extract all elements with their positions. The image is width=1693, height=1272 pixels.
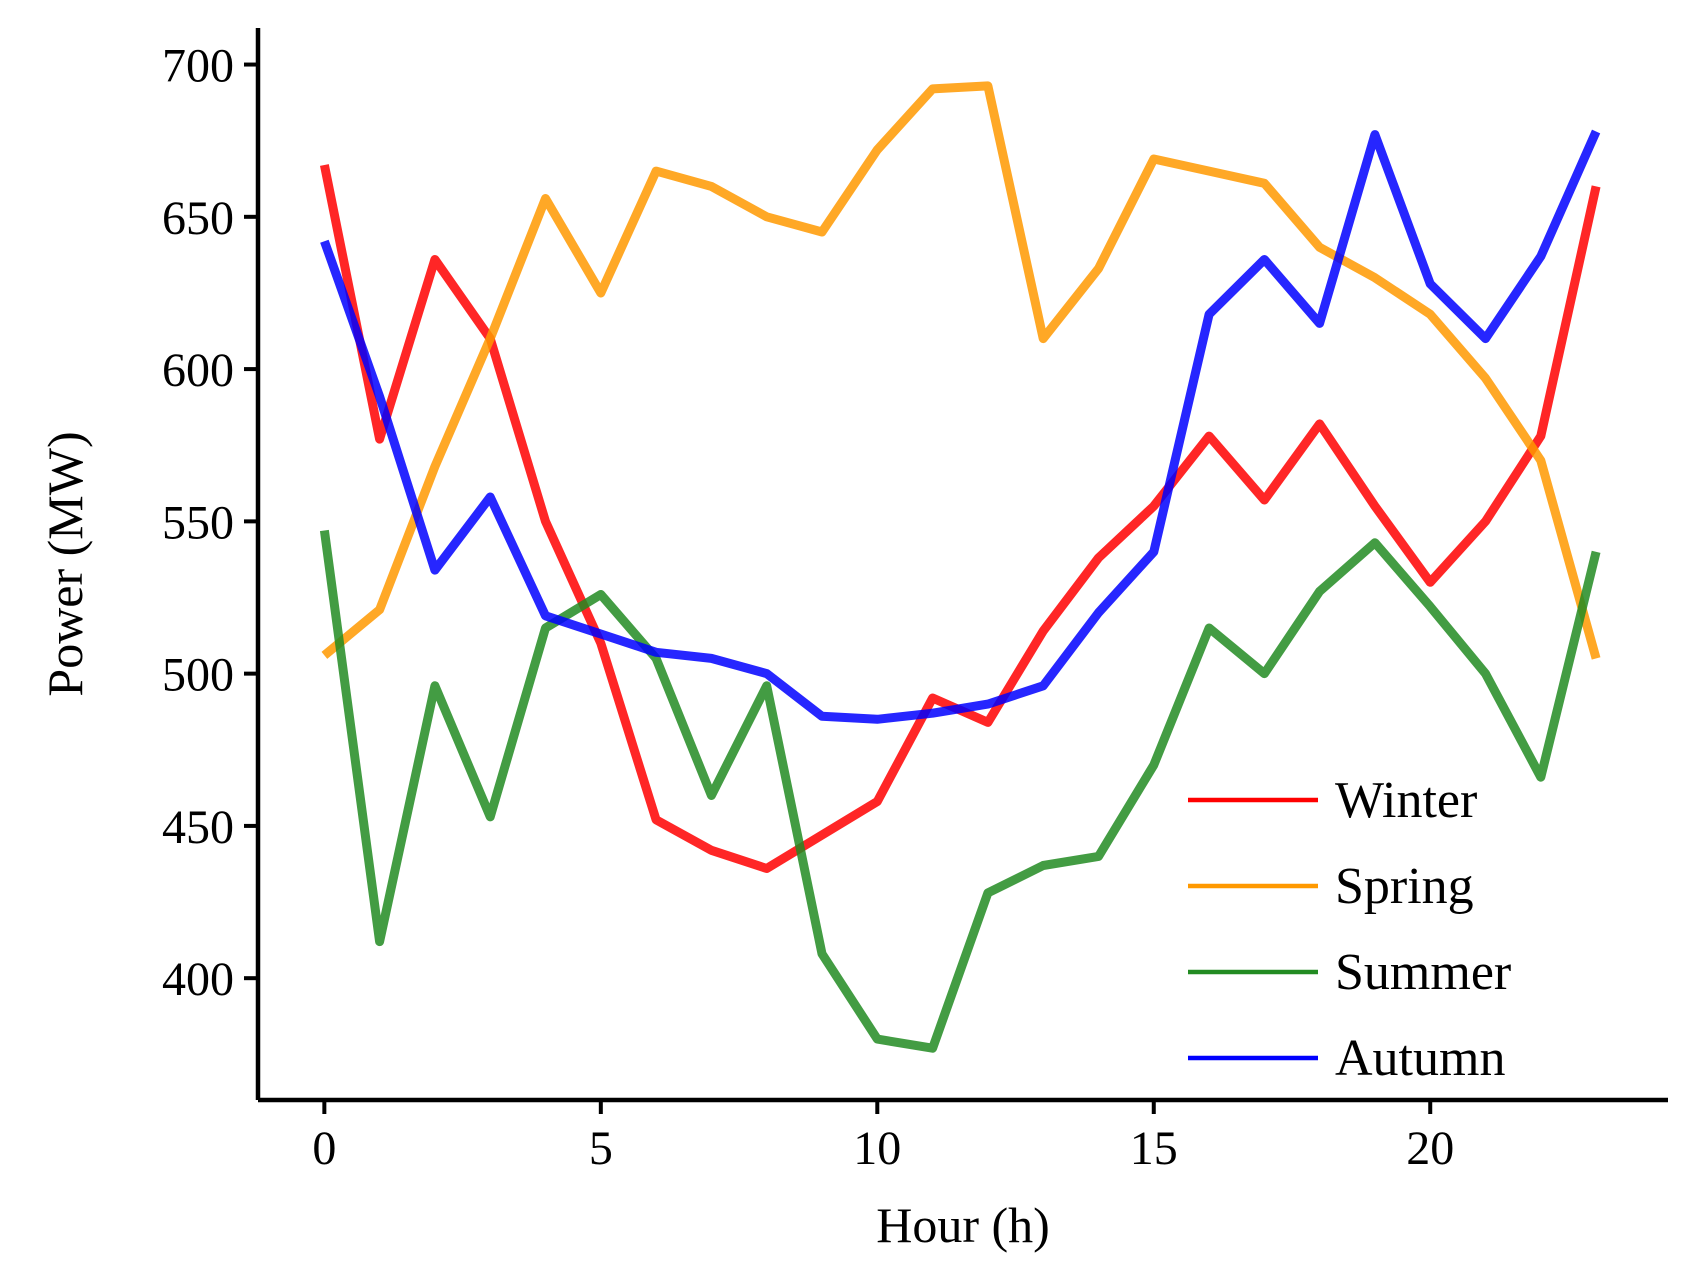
y-tick-label: 550 — [162, 496, 234, 549]
y-tick-label: 650 — [162, 192, 234, 245]
legend: Winter Spring Summer Autumn — [1188, 772, 1511, 1087]
y-axis-title: Power (MW) — [37, 431, 93, 696]
axes-layer: 400 450 500 550 600 650 700 0 5 10 15 20 — [162, 28, 1668, 1175]
y-tick-label: 500 — [162, 649, 234, 702]
series-line-summer — [319, 529, 1601, 1053]
x-tick-label: 20 — [1406, 1122, 1454, 1175]
y-tick-label: 600 — [162, 344, 234, 397]
legend-label-autumn: Autumn — [1335, 1030, 1505, 1087]
y-tick-label: 450 — [162, 801, 234, 854]
y-tick-label: 700 — [162, 40, 234, 93]
legend-label-summer: Summer — [1335, 944, 1511, 1001]
x-tick-label: 15 — [1130, 1122, 1178, 1175]
series-line-autumn — [320, 129, 1601, 724]
legend-label-winter: Winter — [1335, 772, 1477, 829]
x-axis-title: Hour (h) — [876, 1197, 1050, 1253]
series-layer — [319, 81, 1601, 1053]
series-line-spring — [321, 81, 1601, 660]
legend-label-spring: Spring — [1335, 858, 1474, 915]
x-tick-label: 5 — [589, 1122, 613, 1175]
x-tick-label: 0 — [312, 1122, 336, 1175]
y-tick-label: 400 — [162, 953, 234, 1006]
x-tick-label: 10 — [853, 1122, 901, 1175]
